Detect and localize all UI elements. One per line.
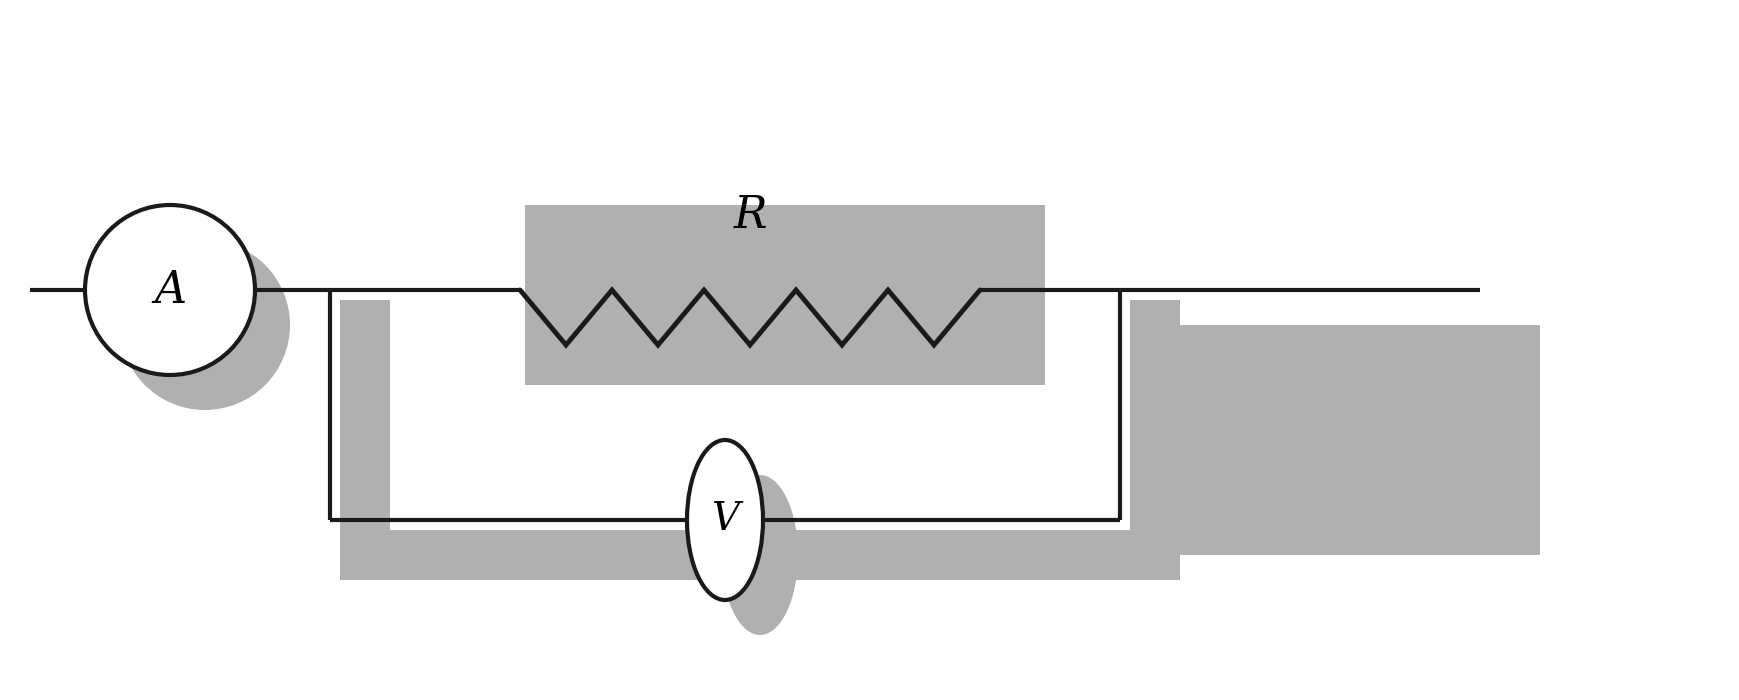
Ellipse shape: [120, 240, 290, 410]
Text: R: R: [732, 193, 767, 237]
Ellipse shape: [722, 475, 798, 635]
Ellipse shape: [687, 440, 763, 600]
Bar: [355, 530, 1165, 580]
Bar: [339, 300, 390, 580]
Bar: [1129, 325, 1539, 555]
Bar: [525, 205, 1045, 385]
Bar: [1129, 300, 1179, 580]
Text: V: V: [711, 501, 739, 538]
Ellipse shape: [85, 205, 256, 375]
Text: A: A: [153, 268, 186, 312]
